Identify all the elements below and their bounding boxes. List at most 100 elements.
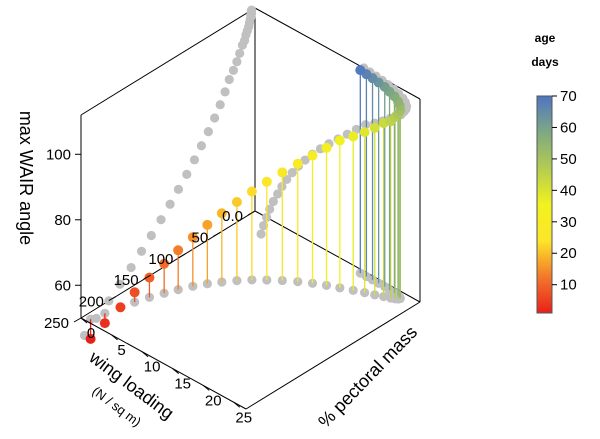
data-points: [85, 65, 406, 344]
colorbar-title-days: days: [531, 55, 559, 69]
colorbar-tick-label: 60: [560, 119, 577, 136]
x-tick-label: 200: [79, 294, 104, 311]
colorbar-tick-label: 10: [560, 277, 577, 294]
data-point: [115, 302, 126, 313]
colorbar-tick-label: 70: [560, 88, 577, 105]
right-projection-point: [268, 196, 278, 207]
colorbar-ticks: 10 20 30 40 50 60 70: [552, 88, 577, 294]
data-point: [231, 197, 242, 208]
box-edge-back-top-left: [80, 7, 256, 116]
left-projection-point: [146, 230, 156, 241]
y-tick-label: 0: [87, 325, 95, 342]
right-projection-point: [258, 220, 269, 231]
right-projection-point: [361, 120, 371, 130]
data-point: [277, 167, 288, 178]
box-edge-front-left: [80, 317, 247, 410]
left-projection-point: [104, 296, 114, 306]
data-point: [129, 287, 140, 298]
data-point: [321, 142, 332, 153]
x-tick: [212, 231, 221, 237]
left-projection-point: [182, 169, 192, 179]
data-point: [292, 158, 303, 169]
colorbar-legend: age days 10 20 30 40 50 60 70: [531, 31, 577, 314]
y-tick-label: 25: [235, 409, 252, 426]
left-wall-projection: [79, 5, 257, 341]
left-projection-point: [126, 262, 136, 273]
z-tick-label: 100: [46, 146, 71, 163]
data-point: [144, 272, 155, 283]
z-tick-label: 60: [54, 277, 71, 294]
left-projection-point: [232, 57, 242, 67]
data-point: [159, 258, 170, 269]
x-tick-label: 0.0: [222, 208, 243, 225]
left-projection-point: [136, 246, 147, 256]
data-point: [202, 219, 213, 230]
left-projection-point: [220, 87, 230, 97]
data-point: [359, 127, 370, 138]
data-point: [369, 122, 380, 133]
y-tick: [172, 368, 179, 374]
x-tick: [73, 317, 82, 323]
y-tick-label: 20: [205, 392, 222, 409]
data-point: [246, 186, 257, 197]
z-tick-label: 80: [54, 212, 71, 229]
left-projection-point: [156, 215, 166, 225]
y-tick: [111, 334, 118, 341]
x-tick-label: 100: [148, 251, 173, 268]
left-projection-point: [215, 100, 225, 110]
y-tick: [233, 401, 241, 408]
right-projection-point: [282, 174, 292, 185]
x-tick: [178, 253, 186, 259]
data-point: [355, 65, 366, 76]
left-projection-point: [246, 5, 257, 15]
data-point: [216, 208, 227, 219]
right-projection-point: [287, 168, 297, 178]
y-tick-label: 5: [117, 342, 125, 359]
colorbar-tick-label: 50: [560, 151, 577, 168]
y-axis: 0 5 10 15 20 25: [80, 317, 252, 426]
left-projection-point: [228, 65, 239, 75]
left-projection-point: [196, 141, 207, 151]
left-projection-point: [210, 113, 220, 123]
left-projection-point: [203, 127, 213, 137]
colorbar-gradient: [536, 95, 553, 314]
data-point: [348, 131, 359, 142]
data-point: [173, 245, 184, 256]
y-tick: [202, 385, 210, 391]
y-axis-title: % pectoral mass: [314, 322, 421, 432]
colorbar-tick-label: 20: [560, 245, 577, 262]
x-tick: [143, 274, 151, 280]
left-projection-point: [165, 199, 175, 209]
left-projection-point: [224, 74, 234, 85]
y-tick-label: 10: [144, 359, 161, 376]
colorbar-tick-label: 40: [560, 182, 577, 199]
data-point: [85, 333, 96, 344]
left-projection-point: [115, 279, 125, 289]
left-projection-point: [173, 184, 184, 194]
x-tick-label: 150: [114, 272, 139, 289]
x-tick-label: 250: [44, 315, 69, 332]
z-axis: 60 80 100: [46, 146, 81, 294]
data-point: [187, 232, 198, 243]
left-projection-point: [235, 48, 245, 59]
colorbar-tick-label: 30: [560, 214, 577, 231]
data-point: [99, 318, 110, 329]
left-projection-point: [189, 155, 200, 165]
box-edge-front-right: [245, 301, 421, 410]
x-tick: [247, 210, 256, 216]
z-axis-title: max WAIR angle: [16, 111, 36, 245]
x-axis: 0.0 50 100 150 200 250: [44, 208, 256, 332]
x-tick: [108, 296, 117, 302]
data-point: [334, 135, 345, 146]
y-tick: [141, 351, 149, 358]
data-point: [261, 176, 272, 187]
right-projection-point: [273, 189, 283, 199]
y-tick-label: 15: [174, 376, 191, 393]
right-projection-point: [300, 155, 310, 165]
y-tick: [80, 317, 88, 324]
plot-box-front-edges: [80, 99, 421, 410]
right-projection-point: [256, 229, 266, 239]
data-point: [307, 150, 318, 161]
